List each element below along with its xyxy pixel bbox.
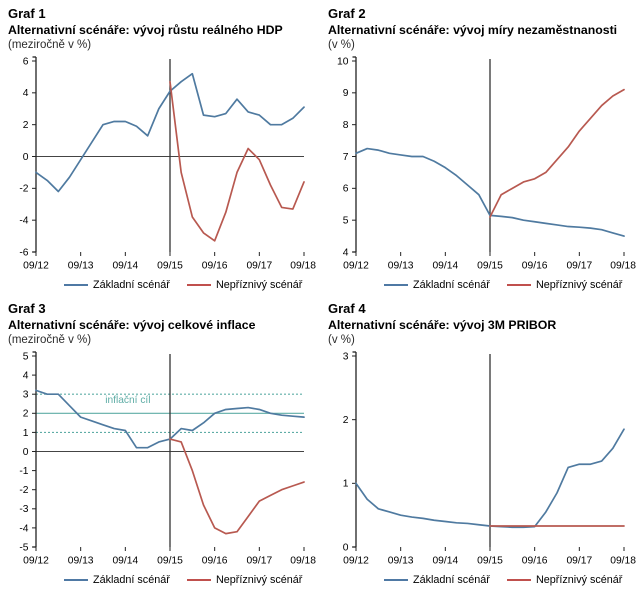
svg-text:0: 0 [23,447,29,458]
svg-text:09/12: 09/12 [343,556,369,567]
svg-text:09/15: 09/15 [477,261,503,272]
svg-text:09/14: 09/14 [432,261,458,272]
svg-text:09/13: 09/13 [68,261,94,272]
svg-text:6: 6 [23,57,29,68]
svg-text:09/17: 09/17 [566,556,592,567]
svg-text:0: 0 [23,152,29,163]
svg-text:09/13: 09/13 [68,556,94,567]
svg-text:09/16: 09/16 [522,556,548,567]
svg-text:0: 0 [343,543,349,554]
svg-text:3: 3 [343,352,349,363]
svg-text:09/16: 09/16 [522,261,548,272]
svg-text:09/16: 09/16 [202,556,228,567]
svg-text:-6: -6 [19,248,28,259]
svg-text:09/15: 09/15 [157,556,183,567]
svg-text:09/18: 09/18 [290,261,316,272]
svg-text:4: 4 [23,371,29,382]
svg-text:09/14: 09/14 [112,556,138,567]
svg-text:1: 1 [343,479,349,490]
svg-text:09/15: 09/15 [477,556,503,567]
svg-text:5: 5 [23,352,29,363]
svg-text:4: 4 [23,88,29,99]
svg-text:09/12: 09/12 [343,261,369,272]
svg-text:09/13: 09/13 [388,556,414,567]
svg-text:5: 5 [343,216,349,227]
svg-text:09/15: 09/15 [157,261,183,272]
svg-text:09/17: 09/17 [246,556,272,567]
svg-text:-5: -5 [19,543,28,554]
svg-text:8: 8 [343,120,349,131]
svg-text:-2: -2 [19,184,28,195]
svg-text:9: 9 [343,88,349,99]
svg-text:6: 6 [343,184,349,195]
svg-text:-4: -4 [19,524,28,535]
svg-text:4: 4 [343,248,349,259]
svg-text:2: 2 [23,120,29,131]
svg-text:2: 2 [343,415,349,426]
svg-text:2: 2 [23,409,29,420]
svg-text:-1: -1 [19,466,28,477]
svg-text:09/14: 09/14 [432,556,458,567]
svg-text:3: 3 [23,390,29,401]
svg-text:09/13: 09/13 [388,261,414,272]
svg-text:1: 1 [23,428,29,439]
svg-text:09/18: 09/18 [290,556,316,567]
svg-text:10: 10 [337,57,349,68]
svg-text:inflační cíl: inflační cíl [105,395,150,406]
svg-text:09/17: 09/17 [246,261,272,272]
svg-text:09/18: 09/18 [610,261,636,272]
svg-text:09/12: 09/12 [23,556,49,567]
svg-text:09/17: 09/17 [566,261,592,272]
svg-text:09/12: 09/12 [23,261,49,272]
svg-text:09/14: 09/14 [112,261,138,272]
svg-text:09/16: 09/16 [202,261,228,272]
svg-text:09/18: 09/18 [610,556,636,567]
svg-text:7: 7 [343,152,349,163]
svg-text:-2: -2 [19,485,28,496]
svg-text:-4: -4 [19,216,28,227]
svg-text:-3: -3 [19,504,28,515]
